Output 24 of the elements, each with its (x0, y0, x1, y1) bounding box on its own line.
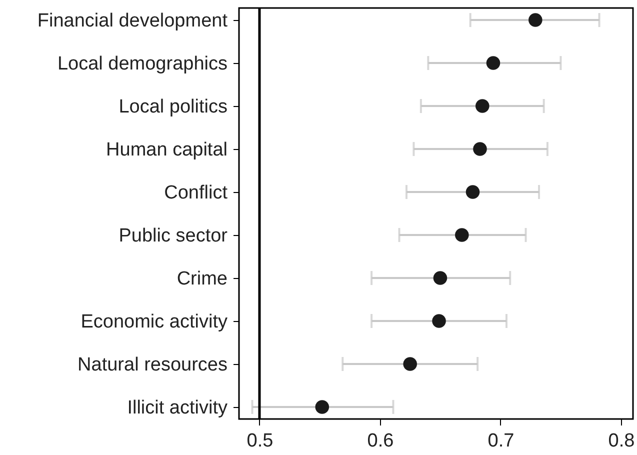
point (466, 185, 480, 199)
y-tick-label: Human capital (106, 140, 228, 161)
y-tick-label: Natural resources (78, 354, 228, 376)
point (403, 357, 417, 371)
point (455, 228, 469, 242)
y-tick-label: Local demographics (57, 54, 228, 75)
x-tick-label: 0.7 (488, 430, 514, 452)
y-tick-label: Conflict (164, 182, 228, 204)
point (432, 314, 446, 328)
x-tick-label: 0.6 (367, 430, 394, 452)
point (475, 99, 490, 113)
point (433, 271, 448, 285)
y-tick-label: Illicit activity (127, 397, 228, 418)
y-tick-label: Local politics (118, 96, 228, 118)
point (315, 400, 330, 414)
y-tick-label: Crime (176, 268, 228, 290)
x-tick-label: 0.8 (608, 430, 635, 452)
y-tick-label: Public sector (118, 225, 228, 246)
y-tick-label: Financial development (37, 10, 228, 32)
point (528, 13, 542, 27)
x-tick-label: 0.5 (246, 430, 274, 452)
point (486, 56, 500, 70)
point (473, 142, 487, 156)
y-tick-label: Economic activity (80, 311, 228, 332)
